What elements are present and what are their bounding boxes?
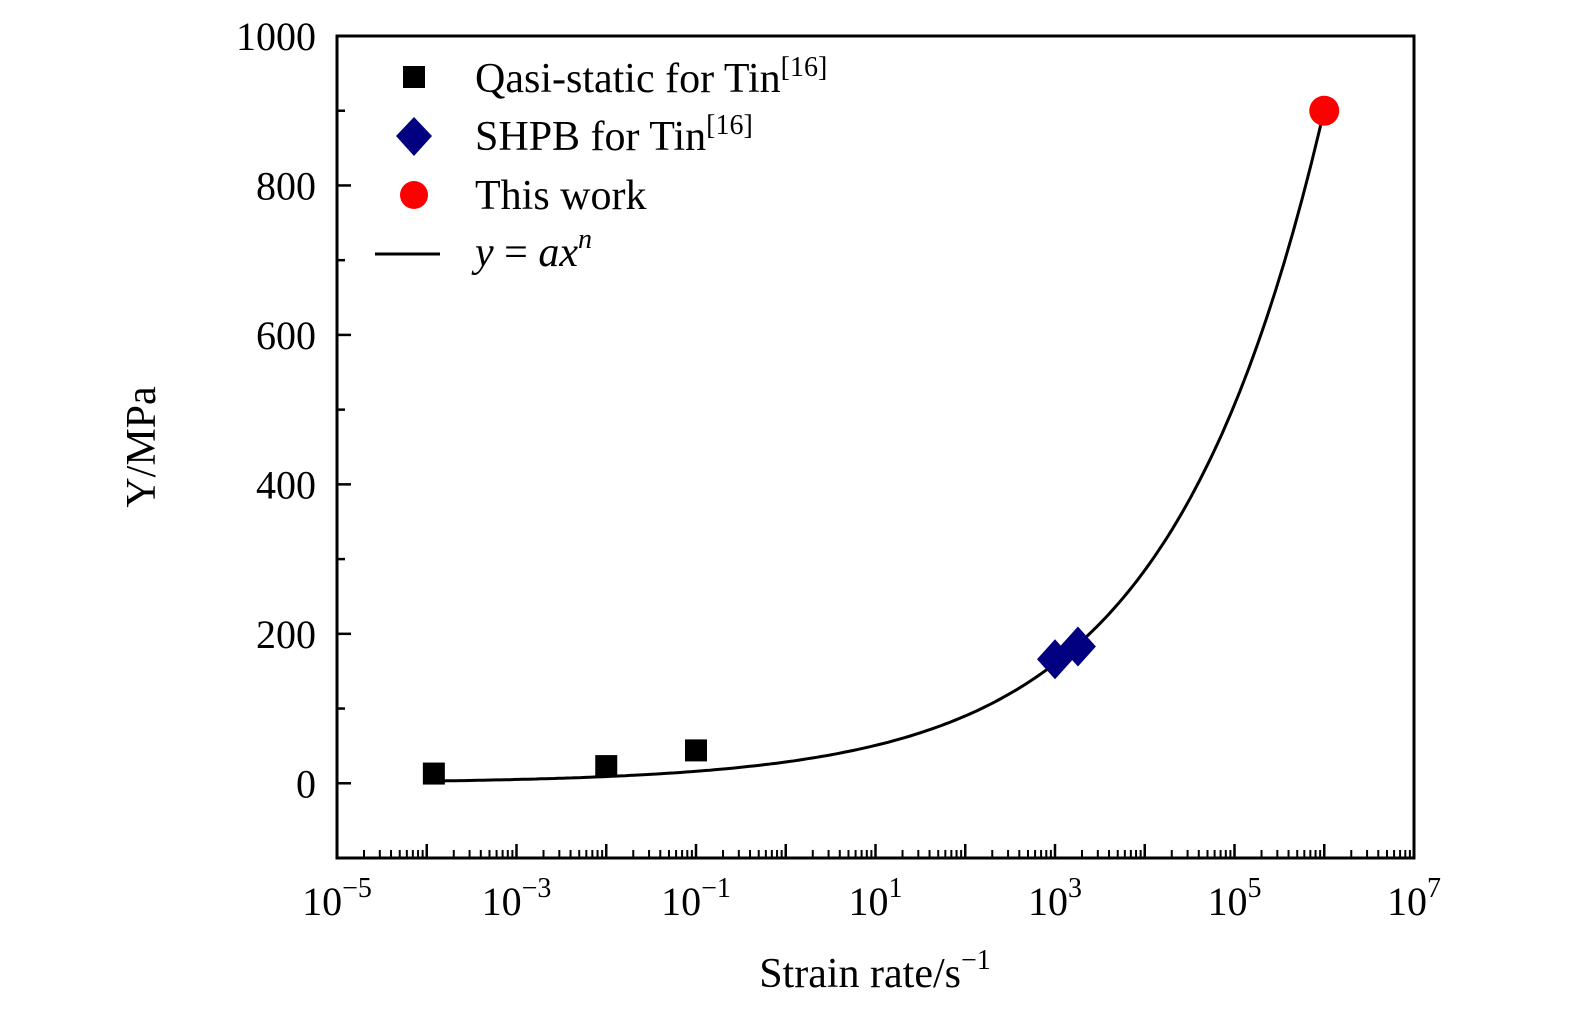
y-tick-label: 0 — [296, 761, 316, 806]
data-point-square — [422, 762, 445, 785]
legend-marker-square — [403, 66, 425, 88]
legend-marker-diamond — [396, 117, 432, 156]
y-tick-label: 600 — [256, 313, 316, 358]
y-tick-label: 1000 — [236, 14, 316, 59]
x-tick-label: 10−5 — [302, 873, 372, 924]
x-tick-label: 101 — [849, 873, 903, 924]
legend-marker-circle — [400, 181, 428, 209]
y-tick-label: 800 — [256, 163, 316, 208]
x-tick-label: 10−1 — [661, 873, 731, 924]
x-tick-label: 103 — [1028, 873, 1082, 924]
y-tick-label: 200 — [256, 612, 316, 657]
data-point-square — [685, 739, 707, 762]
data-point-diamond — [1059, 626, 1096, 667]
data-point-circle — [1309, 95, 1340, 126]
data-points — [422, 95, 1340, 785]
legend-label-this-work: This work — [475, 173, 647, 219]
y-axis-title: Y/MPa — [119, 386, 165, 508]
legend-label-qasi-static: Qasi-static for Tin[16] — [475, 52, 827, 102]
x-tick-label: 107 — [1387, 873, 1441, 924]
x-axis-title: Strain rate/s−1 — [759, 945, 991, 997]
data-point-square — [595, 755, 618, 778]
fit-curve — [433, 109, 1326, 783]
legend: Qasi-static for Tin[16] SHPB for Tin[16]… — [375, 52, 827, 276]
y-tick-label: 400 — [256, 462, 316, 507]
legend-label-shpb: SHPB for Tin[16] — [475, 110, 753, 160]
plot-frame — [335, 34, 1416, 860]
x-tick-label: 10−3 — [482, 873, 552, 924]
legend-label-fit: y = axn — [471, 224, 592, 276]
x-tick-label: 105 — [1208, 873, 1262, 924]
tick-labels: 10−5 10−3 10−1 101 103 105 107 0 200 400 600 800 100… — [236, 14, 1441, 924]
